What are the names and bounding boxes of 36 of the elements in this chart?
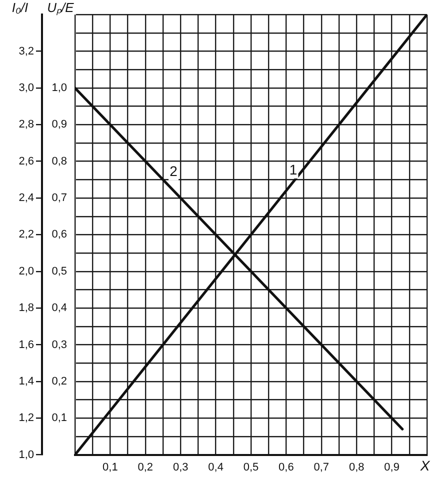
y2-tick-label: 0,1 bbox=[52, 412, 67, 424]
y2-tick-label: 0,6 bbox=[52, 228, 67, 241]
y-tick-label: 3,0 bbox=[18, 82, 34, 94]
y2-tick-label: 0,7 bbox=[52, 192, 67, 204]
y2-tick-label: 1,0 bbox=[52, 82, 67, 94]
y-tick-label: 1,4 bbox=[18, 375, 34, 388]
y-tick-label: 2,0 bbox=[18, 265, 34, 278]
annotation: 2 bbox=[170, 163, 178, 180]
y-tick-label: 2,8 bbox=[18, 118, 34, 131]
x-tick-label: 0,6 bbox=[278, 461, 294, 474]
x-tick-label: 0,3 bbox=[172, 461, 188, 474]
x-tick-label: 0,8 bbox=[348, 461, 364, 474]
y2-axis-title: Uₚ/E bbox=[47, 0, 74, 16]
x-tick-label: 0,5 bbox=[243, 461, 259, 474]
y-tick-label: 2,6 bbox=[18, 155, 34, 168]
y-tick-label: 3,2 bbox=[18, 45, 34, 58]
y2-tick-label: 0,3 bbox=[52, 338, 67, 351]
y-tick-label: 1,6 bbox=[18, 338, 34, 351]
x-tick-label: 0,4 bbox=[208, 461, 224, 474]
y2-tick-label: 0,8 bbox=[52, 155, 67, 168]
y-tick-label: 1,0 bbox=[18, 448, 34, 461]
y-tick-label: 1,8 bbox=[18, 302, 34, 314]
annotation: 1 bbox=[289, 161, 298, 178]
y2-tick-label: 0,4 bbox=[52, 302, 67, 314]
y-axis-title: I₀/I bbox=[12, 0, 29, 16]
x-tick-label: 0,2 bbox=[138, 461, 154, 474]
y2-tick-label: 0,5 bbox=[52, 265, 67, 278]
y2-tick-label: 0,9 bbox=[52, 118, 67, 131]
x-tick-label: 0,7 bbox=[314, 461, 330, 474]
x-tick-label: 0,9 bbox=[384, 461, 400, 474]
y-tick-label: 2,4 bbox=[18, 192, 34, 204]
y2-tick-label: 0,2 bbox=[52, 375, 67, 388]
x-axis-title: X bbox=[419, 458, 430, 474]
y-tick-label: 2,2 bbox=[18, 228, 34, 241]
x-tick-label: 0,1 bbox=[102, 461, 118, 474]
y-tick-label: 1,2 bbox=[18, 412, 34, 424]
